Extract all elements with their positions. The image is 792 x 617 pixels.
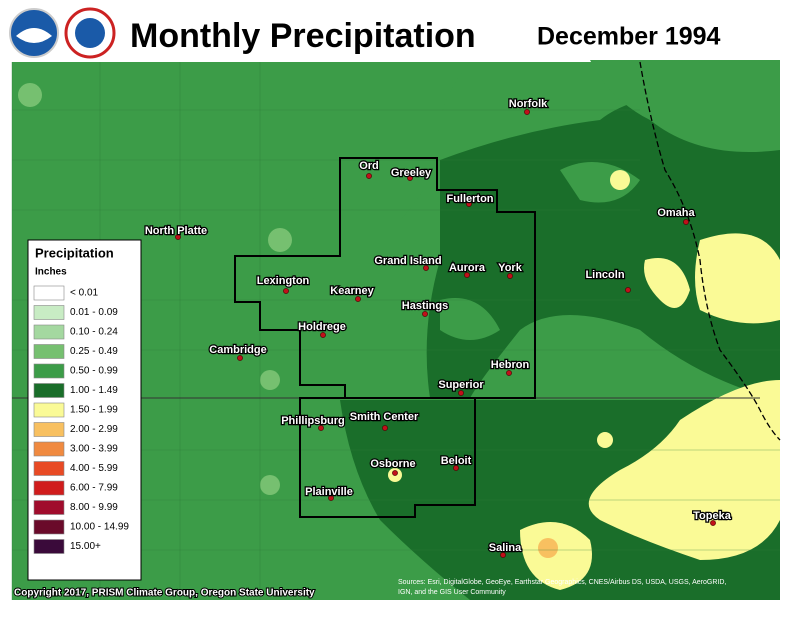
city-label: Grand Island	[374, 255, 441, 267]
city-dot	[318, 425, 324, 431]
city-dot	[423, 265, 429, 271]
city-dot	[453, 465, 459, 471]
city-label: Omaha	[657, 207, 695, 219]
city-dot	[407, 175, 413, 181]
city-label: Lexington	[257, 275, 310, 287]
city-label: Osborne	[370, 458, 415, 470]
city-label: Hebron	[491, 359, 530, 371]
legend-swatch	[33, 480, 65, 496]
legend-label: 1.00 - 1.49	[70, 385, 118, 396]
legend-label: 0.01 - 0.09	[70, 307, 118, 318]
legend-label: 0.25 - 0.49	[70, 346, 118, 357]
city-dot	[683, 219, 689, 225]
legend-swatch	[33, 344, 65, 359]
city-label: York	[498, 262, 523, 274]
legend-swatch	[33, 383, 65, 398]
legend-swatch	[33, 285, 65, 301]
city-label: Superior	[438, 379, 484, 391]
legend-label: 0.50 - 0.99	[70, 366, 118, 377]
city-label: North Platte	[145, 225, 207, 237]
city-dot	[175, 234, 181, 240]
city-dot	[382, 425, 388, 431]
city-label: Aurora	[449, 262, 486, 274]
city-dot	[625, 287, 631, 293]
city-label: Smith Center	[350, 411, 419, 423]
city-dot	[328, 495, 334, 501]
city-dot	[466, 201, 472, 207]
city-label: Lincoln	[585, 269, 624, 281]
city-label: Greeley	[391, 167, 432, 179]
city-label: Hastings	[402, 300, 448, 312]
city-dot	[710, 520, 716, 526]
city-label: Fullerton	[446, 193, 493, 205]
city-label: Kearney	[330, 285, 374, 297]
legend-swatch	[33, 363, 65, 379]
copyright: Copyright 2017, PRISM Climate Group, Ore…	[14, 588, 315, 599]
logos	[9, 7, 116, 59]
city-dot	[237, 355, 243, 361]
city-label: Ord	[359, 160, 379, 172]
legend-swatch	[33, 441, 65, 457]
legend-label: 15.00+	[70, 541, 101, 552]
city-dot	[524, 109, 530, 115]
legend-swatch	[33, 305, 65, 320]
legend-label: 3.00 - 3.99	[70, 444, 118, 455]
legend-swatch	[33, 461, 65, 476]
city-label: Topeka	[693, 510, 732, 522]
city-label: Cambridge	[209, 344, 266, 356]
city-dot	[355, 296, 361, 302]
city-dot	[283, 288, 289, 294]
city-label: Norfolk	[509, 98, 548, 110]
legend-label: 4.00 - 5.99	[70, 463, 118, 474]
city-label: Salina	[489, 542, 522, 554]
legend-label: 1.50 - 1.99	[70, 405, 118, 416]
legend-label: 10.00 - 14.99	[70, 522, 129, 533]
sources-line: Sources: Esri, DigitalGlobe, GeoEye, Ear…	[398, 579, 726, 586]
date: December 1994	[537, 23, 721, 51]
legend-units: Inches	[35, 267, 67, 278]
city-dot	[500, 552, 506, 558]
city-label: Phillipsburg	[281, 415, 345, 427]
legend-label: < 0.01	[70, 288, 99, 299]
legend-swatch	[33, 539, 65, 554]
legend-label: 2.00 - 2.99	[70, 424, 118, 435]
legend-swatch	[33, 402, 65, 418]
city-label: Plainville	[305, 486, 353, 498]
legend-swatch	[33, 422, 65, 437]
city-dot	[422, 311, 428, 317]
sources-line: IGN, and the GIS User Community	[398, 589, 506, 596]
legend-title: Precipitation	[35, 245, 114, 260]
legend-swatch	[33, 519, 65, 535]
legend-swatch	[33, 500, 65, 515]
title: Monthly Precipitation	[130, 17, 476, 55]
city-dot	[458, 390, 464, 396]
city-dot	[506, 370, 512, 376]
legend: Precipitation Inches < 0.01 0.01 - 0.09 0.…	[27, 239, 142, 581]
legend-label: 8.00 - 9.99	[70, 502, 118, 513]
legend-label: 6.00 - 7.99	[70, 483, 118, 494]
city-dot	[366, 173, 372, 179]
cities: Norfolk Ord Greeley Fullerton North Platte Om…	[144, 97, 733, 558]
city-dot	[507, 273, 513, 279]
legend-swatch	[33, 324, 65, 340]
city-dot	[320, 332, 326, 338]
city-label: Holdrege	[298, 321, 346, 333]
legend-label: 0.10 - 0.24	[70, 327, 118, 338]
city-dot	[392, 470, 398, 476]
city-dot	[464, 272, 470, 278]
city-label: Beloit	[441, 455, 472, 467]
